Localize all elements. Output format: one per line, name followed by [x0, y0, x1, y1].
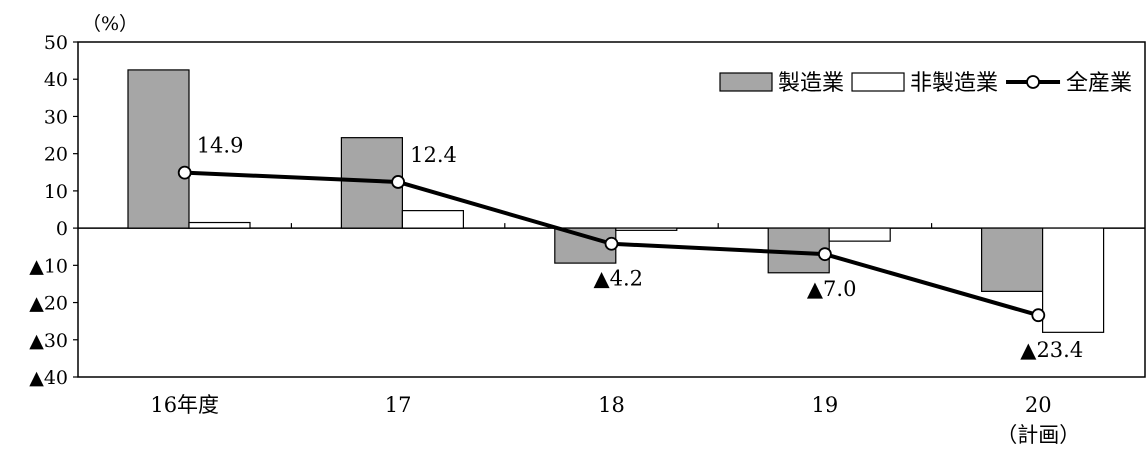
legend-label-0: 製造業 [778, 71, 844, 96]
line-point [177, 165, 192, 180]
line-point [1031, 308, 1046, 323]
plot-frame [77, 41, 1146, 378]
bars [127, 69, 1105, 333]
y-tick-label: 20 [44, 144, 68, 166]
x-tick-label: 16年度 [150, 393, 219, 417]
y-tick-label: ▲10 [29, 255, 68, 277]
legend-label-2: 全産業 [1066, 71, 1132, 96]
line-series [177, 165, 1046, 323]
line-point [391, 175, 406, 189]
y-tick-label: 50 [44, 32, 68, 54]
y-tick-label: ▲20 [29, 293, 68, 315]
bar-series-1-2 [615, 227, 678, 231]
x-tick-label: 18 [598, 393, 625, 417]
legend-swatch-marker [1026, 75, 1040, 89]
line-point [604, 236, 619, 251]
bar-series-0-4 [980, 227, 1044, 292]
data-label: ▲7.0 [807, 277, 857, 301]
x-tick-label: 17 [385, 393, 412, 417]
y-tick-label: ▲40 [29, 367, 68, 389]
data-label: ▲23.4 [1020, 338, 1083, 362]
axes: 50 40 30 20 10 0 ▲10 ▲20 ▲30 ▲40 （%） 16年度 17 18 19 20 （計… [29, 13, 1146, 447]
data-label: ▲4.2 [594, 267, 644, 291]
y-tick-label: 40 [44, 69, 68, 91]
bar-series-1-4 [1041, 227, 1105, 333]
bar-series-0-0 [127, 69, 190, 229]
bar-series-1-3 [828, 227, 891, 242]
legend-swatch-1 [851, 72, 905, 92]
data-label: 12.4 [410, 143, 457, 167]
y-tick-label: 10 [44, 181, 68, 203]
line-point [818, 247, 832, 262]
unit-label: （%） [82, 13, 138, 35]
bar-series-1-0 [188, 221, 251, 229]
y-tick-label: 0 [56, 218, 68, 240]
legend-swatch-0 [719, 72, 773, 92]
legend: 製造業 非製造業 全産業 [719, 71, 1132, 96]
x-tick-sublabel: （計画） [996, 423, 1080, 447]
data-labels: 14.9 12.4 ▲4.2 ▲7.0 ▲23.4 [197, 134, 1084, 363]
x-tick-label: 19 [812, 393, 839, 417]
y-tick-label: 30 [44, 106, 68, 128]
y-tick-label: ▲30 [29, 330, 68, 352]
data-label: 14.9 [197, 134, 244, 158]
bar-series-1-1 [401, 210, 464, 229]
x-tick-label: 20 [1025, 393, 1052, 417]
legend-label-1: 非製造業 [910, 71, 998, 96]
